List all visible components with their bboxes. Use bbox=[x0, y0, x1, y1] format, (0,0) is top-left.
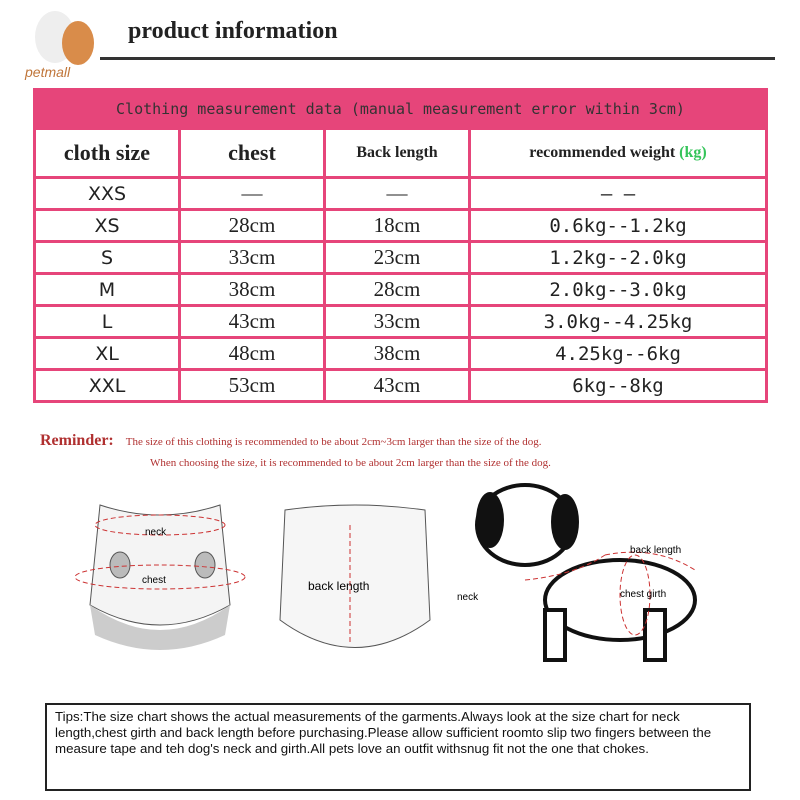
cell-weight: 6kg--8kg bbox=[471, 371, 765, 400]
table-row: XL 48cm 38cm 4.25kg--6kg bbox=[36, 339, 765, 368]
reminder-line1: The size of this clothing is recommended… bbox=[125, 436, 542, 448]
cell-chest: 28cm bbox=[181, 211, 323, 240]
tips-box: Tips:The size chart shows the actual mea… bbox=[45, 703, 751, 791]
table-row: S 33cm 23cm 1.2kg--2.0kg bbox=[36, 243, 765, 272]
weight-label: recommended weight bbox=[529, 144, 676, 161]
cell-back-length: 33cm bbox=[326, 307, 468, 336]
dog-back-length-label: back length bbox=[630, 545, 681, 556]
cell-chest: 48cm bbox=[181, 339, 323, 368]
col-header-size: cloth size bbox=[36, 130, 178, 176]
table-row: XS 28cm 18cm 0.6kg--1.2kg bbox=[36, 211, 765, 240]
cell-weight: 2.0kg--3.0kg bbox=[471, 275, 765, 304]
reminder-line2: When choosing the size, it is recommende… bbox=[150, 457, 551, 469]
title-divider bbox=[100, 57, 775, 60]
cell-weight: 1.2kg--2.0kg bbox=[471, 243, 765, 272]
cell-chest: 38cm bbox=[181, 275, 323, 304]
col-header-weight: recommended weight (kg) bbox=[471, 130, 765, 176]
neck-label: neck bbox=[145, 527, 167, 538]
cell-back-length: 18cm bbox=[326, 211, 468, 240]
reminder-label: Reminder: bbox=[40, 432, 114, 449]
dog-chest-label: chest girth bbox=[620, 589, 666, 600]
table-row: XXS — — — — bbox=[36, 179, 765, 208]
cell-size: L bbox=[36, 307, 178, 336]
garment-back-diagram: back length bbox=[279, 504, 431, 648]
cell-back-length: 28cm bbox=[326, 275, 468, 304]
pet-logo: petmall bbox=[24, 11, 94, 80]
cell-size: XS bbox=[36, 211, 178, 240]
cell-weight: — — bbox=[471, 179, 765, 208]
table-caption: Clothing measurement data (manual measur… bbox=[116, 100, 685, 118]
page-title: product information bbox=[128, 18, 338, 44]
size-table: Clothing measurement data (manual measur… bbox=[33, 88, 768, 403]
cell-chest: — bbox=[181, 179, 323, 208]
cell-back-length: 43cm bbox=[326, 371, 468, 400]
cell-chest: 33cm bbox=[181, 243, 323, 272]
table-row: L 43cm 33cm 3.0kg--4.25kg bbox=[36, 307, 765, 336]
dog-neck-label: neck bbox=[457, 592, 479, 603]
cell-weight: 3.0kg--4.25kg bbox=[471, 307, 765, 336]
chest-label: chest bbox=[142, 575, 166, 586]
cell-weight: 0.6kg--1.2kg bbox=[471, 211, 765, 240]
col-header-chest: chest bbox=[181, 130, 323, 176]
table-header-row: cloth size chest Back length recommended… bbox=[36, 130, 765, 176]
cell-size: S bbox=[36, 243, 178, 272]
cell-size: XXS bbox=[36, 179, 178, 208]
cell-chest: 53cm bbox=[181, 371, 323, 400]
back-length-label: back length bbox=[308, 579, 369, 593]
cell-size: XXL bbox=[36, 371, 178, 400]
cell-back-length: — bbox=[326, 179, 468, 208]
svg-text:petmall: petmall bbox=[24, 64, 71, 80]
garment-front-diagram: neck chest bbox=[74, 504, 246, 650]
cell-back-length: 23cm bbox=[326, 243, 468, 272]
col-header-back: Back length bbox=[326, 130, 468, 176]
cell-back-length: 38cm bbox=[326, 339, 468, 368]
cell-size: XL bbox=[36, 339, 178, 368]
cell-chest: 43cm bbox=[181, 307, 323, 336]
table-row: M 38cm 28cm 2.0kg--3.0kg bbox=[36, 275, 765, 304]
cell-weight: 4.25kg--6kg bbox=[471, 339, 765, 368]
table-row: XXL 53cm 43cm 6kg--8kg bbox=[36, 371, 765, 400]
cell-size: M bbox=[36, 275, 178, 304]
reminder: Reminder: The size of this clothing is re… bbox=[40, 432, 551, 469]
weight-unit: (kg) bbox=[679, 144, 707, 161]
dog-diagram: back length neck chest girth bbox=[457, 483, 697, 662]
